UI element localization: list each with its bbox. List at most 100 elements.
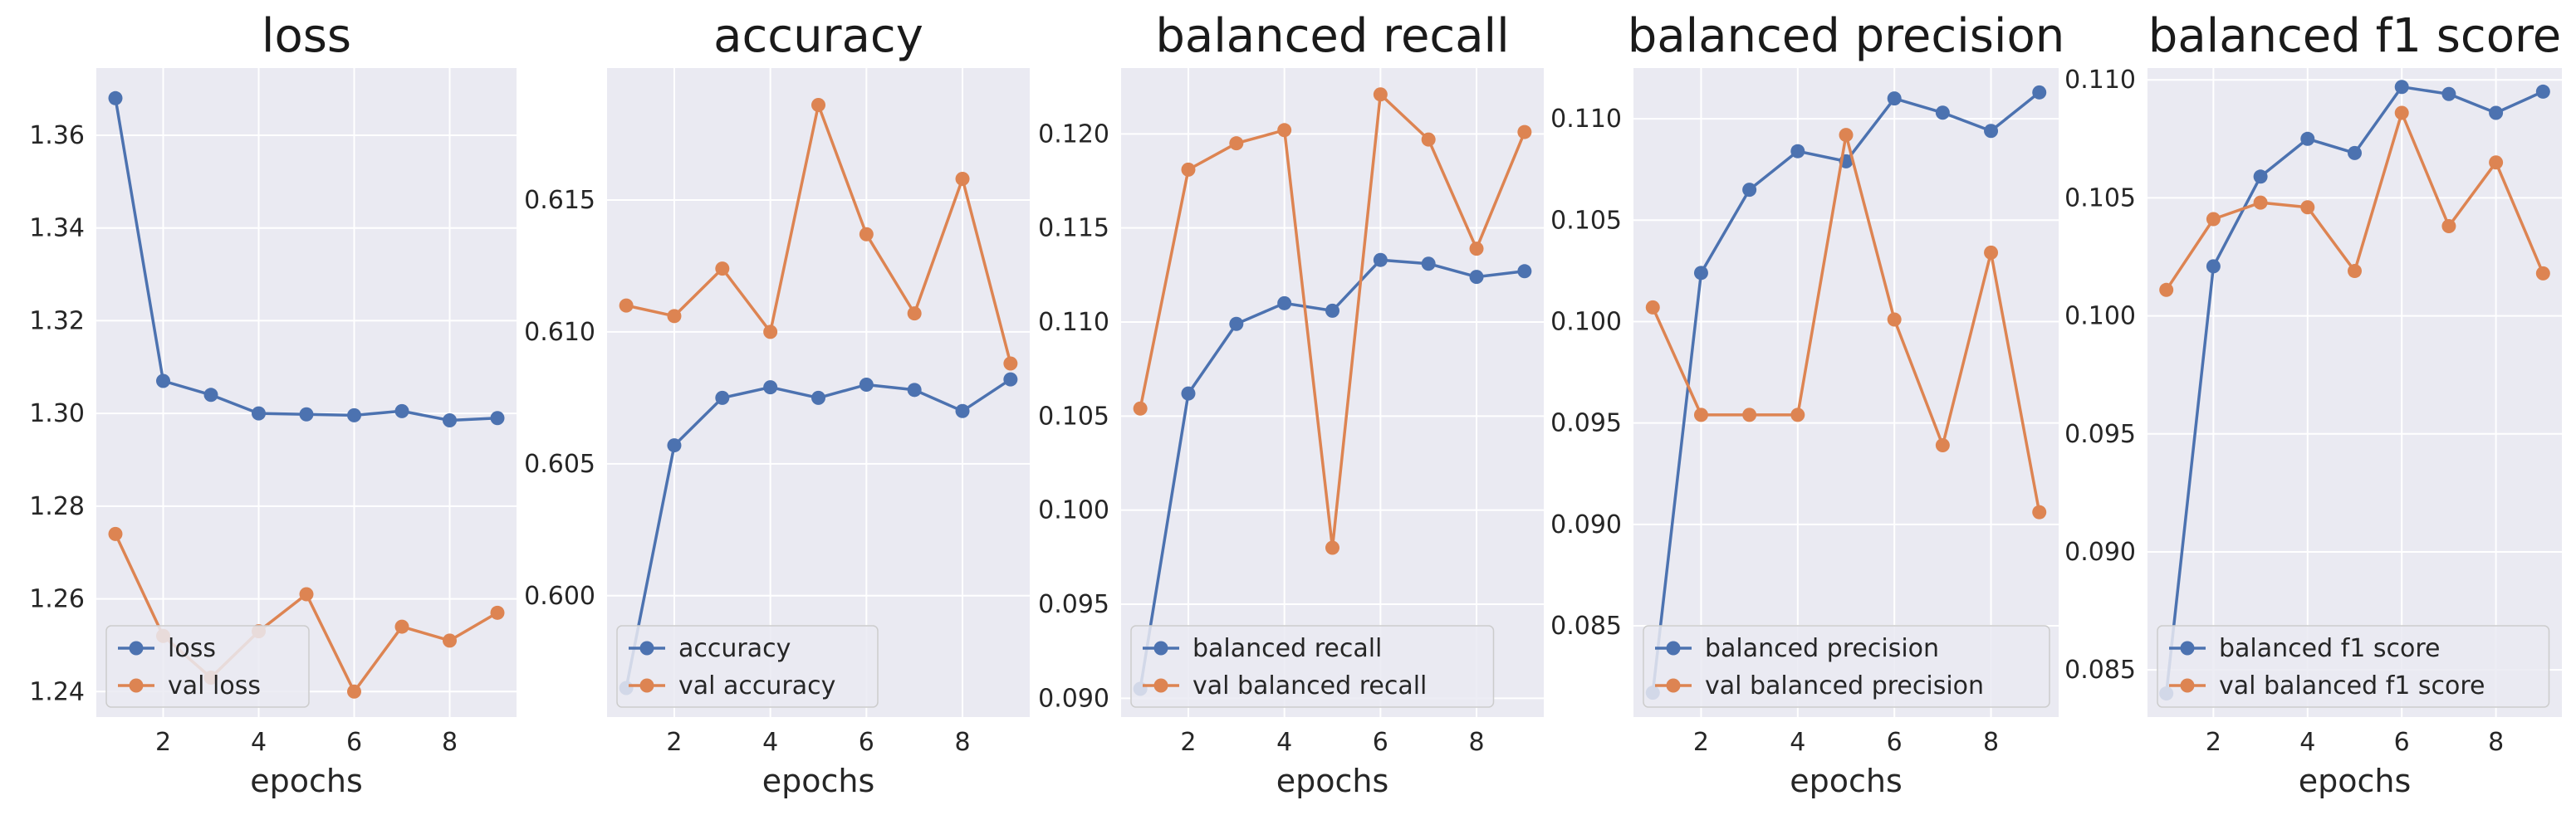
x-tick-label: 2 (666, 728, 682, 757)
data-point (347, 408, 361, 422)
data-point (1325, 303, 1339, 318)
x-axis-label: epochs (762, 763, 875, 799)
data-point (203, 388, 218, 403)
data-point (2441, 219, 2456, 234)
legend-marker (129, 641, 144, 656)
data-point (667, 438, 682, 453)
series-val (2159, 105, 2550, 297)
data-point (1984, 124, 1999, 139)
x-tick-label: 4 (1790, 728, 1805, 757)
data-point (2300, 131, 2315, 146)
x-tick-label: 2 (1693, 728, 1709, 757)
chart-panel-2: 2 4 6 8 0.600 0.605 0.610 0.615 accuracy epochs ac… (524, 9, 1030, 799)
data-point (1421, 256, 1436, 271)
data-point (1935, 438, 1950, 453)
series-train (108, 90, 505, 428)
data-point (299, 407, 314, 422)
data-point (1277, 123, 1292, 138)
data-point (667, 309, 682, 324)
y-tick-label: 0.605 (524, 450, 595, 479)
x-tick-label: 6 (346, 728, 362, 757)
y-tick-label: 0.110 (1550, 105, 1622, 134)
legend-label: balanced f1 score (2219, 634, 2440, 663)
x-tick-label: 6 (859, 728, 874, 757)
plot-area (2147, 68, 2562, 717)
y-tick-label: 0.110 (2064, 66, 2136, 95)
y-tick-label: 0.105 (1038, 402, 1109, 431)
y-tick-label: 0.090 (1038, 684, 1109, 713)
data-point (2348, 145, 2362, 160)
x-tick-label: 2 (2206, 728, 2221, 757)
data-point (2032, 505, 2047, 520)
data-point (2394, 105, 2409, 120)
chart-title: loss (262, 9, 351, 63)
data-point (156, 373, 170, 388)
data-point (2394, 80, 2409, 95)
data-point (1693, 408, 1708, 422)
x-tick-label: 4 (1276, 728, 1292, 757)
data-point (763, 380, 778, 395)
x-tick-label: 4 (251, 728, 267, 757)
data-point (490, 605, 505, 620)
data-point (490, 411, 505, 426)
data-point (1373, 252, 1388, 267)
data-point (252, 406, 266, 421)
data-point (1133, 401, 1148, 416)
x-tick-label: 8 (1468, 728, 1484, 757)
data-point (1469, 270, 1484, 285)
legend-marker (2180, 641, 2195, 656)
y-tick-label: 0.085 (2064, 656, 2136, 685)
data-point (1229, 316, 1244, 331)
legend: balanced precision val balanced precision (1643, 625, 2050, 708)
x-tick-label: 8 (442, 728, 458, 757)
x-axis-label: epochs (1790, 763, 1903, 799)
data-point (1693, 266, 1708, 281)
legend: balanced recall val balanced recall (1130, 625, 1495, 708)
data-point (2159, 282, 2174, 297)
legend-marker (639, 678, 654, 693)
y-tick-label: 1.24 (29, 677, 85, 706)
legend-label: accuracy (678, 634, 791, 663)
data-point (443, 413, 457, 428)
y-tick-label: 1.36 (29, 121, 85, 150)
y-tick-label: 0.615 (524, 186, 595, 215)
y-tick-label: 0.095 (2064, 420, 2136, 449)
y-tick-label: 1.28 (29, 492, 85, 521)
data-point (1181, 162, 1196, 177)
legend-label: val balanced f1 score (2219, 671, 2485, 700)
legend-label: val balanced recall (1193, 671, 1427, 700)
legend-marker (1153, 641, 1168, 656)
data-point (1373, 87, 1388, 102)
chart-title: accuracy (713, 9, 923, 63)
data-point (443, 633, 457, 648)
data-point (1984, 245, 1999, 260)
series-val (1645, 128, 2047, 520)
legend-box (616, 625, 879, 708)
data-point (1003, 372, 1018, 387)
legend-label: balanced precision (1705, 634, 1939, 663)
legend-label: val balanced precision (1705, 671, 1984, 700)
chart-panel-4: 2 4 6 8 0.085 0.090 0.095 0.100 0.105 0.110 balanc… (1550, 9, 2064, 799)
x-tick-label: 2 (1180, 728, 1196, 757)
chart-panel-1: 2 4 6 8 1.24 1.26 1.28 1.30 1.32 1.34 1.36 loss epoc… (29, 9, 517, 799)
data-point (2535, 84, 2550, 99)
chart-panel-5: 2 4 6 8 0.085 0.090 0.095 0.100 0.105 0.110 balanc… (2064, 9, 2562, 799)
data-point (1325, 540, 1339, 555)
x-tick-label: 8 (2488, 728, 2504, 757)
legend-box (105, 625, 310, 708)
data-point (907, 306, 922, 321)
data-point (1421, 132, 1436, 147)
data-point (394, 403, 409, 418)
y-tick-label: 0.100 (1038, 496, 1109, 525)
data-point (1469, 242, 1484, 256)
data-point (859, 377, 874, 392)
x-axis-label: epochs (2299, 763, 2412, 799)
x-axis-label: epochs (250, 763, 363, 799)
data-point (2489, 155, 2504, 170)
y-tick-label: 1.32 (29, 306, 85, 335)
data-point (1277, 295, 1292, 310)
legend-label: val loss (168, 671, 261, 700)
data-point (1839, 128, 1854, 143)
y-tick-label: 0.105 (2064, 183, 2136, 212)
data-point (1887, 91, 1902, 106)
